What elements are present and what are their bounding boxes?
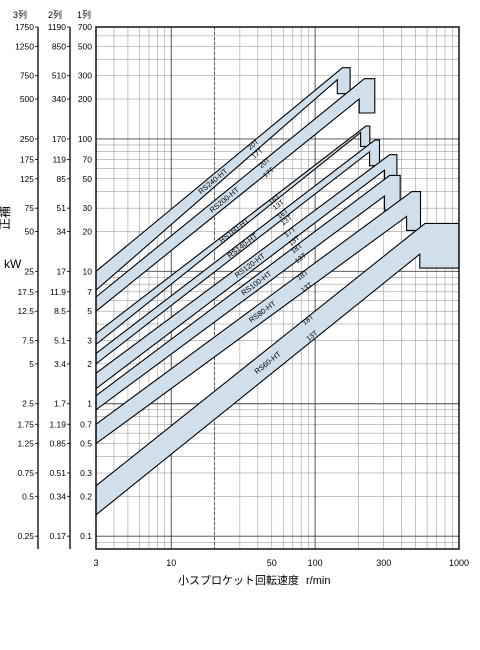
y-axis-unit: kW [4,257,22,271]
band-rs80-ht [95,191,422,445]
y-tick-label-c3: 1250 [15,41,34,51]
y-tick-label-c3: 2.5 [22,399,34,409]
x-tick-label: 3 [93,558,98,568]
y-tick-label-c3: 0.5 [22,491,34,501]
y-tick-label-c3: 500 [20,94,34,104]
x-axis-title: 小スプロケット回転速度 [178,573,299,587]
column-header-2: 2列 [48,9,62,20]
y-tick-label-c1: 0.7 [80,419,92,429]
y-tick-label-c2: 51 [57,203,67,213]
band-rs200-ht [95,78,376,313]
y-tick-label-c1: 0.2 [80,491,92,501]
x-tick-label: 10 [166,558,176,568]
y-tick-label-c2: 8.5 [54,306,66,316]
x-tick-label: 1000 [449,558,469,568]
column-header-1: 1列 [77,9,91,20]
y-tick-label-c2: 119 [52,154,66,164]
y-axis-label-vertical: 正補 [0,206,12,230]
y-tick-label-c1: 5 [87,306,92,316]
y-tick-label-c2: 11.9 [50,287,66,297]
y-tick-label-c2: 0.34 [49,491,66,501]
y-tick-label-c1: 50 [83,174,93,184]
band-rs60-ht [95,222,460,516]
y-tick-label-c3: 750 [20,71,34,81]
y-tick-label-c3: 0.25 [17,531,34,541]
y-tick-label-c1: 700 [78,22,92,32]
y-tick-label-c3: 0.75 [17,468,34,478]
y-tick-label-c1: 500 [78,41,92,51]
y-tick-label-c1: 0.3 [80,468,92,478]
y-tick-label-c3: 17.5 [17,287,34,297]
y-tick-label-c1: 100 [78,134,92,144]
x-axis: 3 10 50 100 300 1000 [93,558,469,568]
y-tick-label-c3: 1750 [15,22,34,32]
x-tick-label: 50 [267,558,277,568]
y-tick-label-c3: 250 [20,134,34,144]
y-tick-label-c3: 7.5 [22,336,34,346]
y-tick-label-c3: 1.25 [17,439,34,449]
x-tick-label: 300 [376,558,391,568]
y-tick-label-c2: 34 [57,226,67,236]
y-tick-label-c2: 1190 [48,22,67,32]
y-tick-label-c1: 70 [83,154,93,164]
plot-border [95,26,460,550]
y-tick-label-c3: 75 [25,203,35,213]
y-tick-label-c3: 25 [25,266,35,276]
y-tick-label-c1: 30 [83,203,93,213]
y-tick-label-c1: 300 [78,71,92,81]
rating-bands [95,67,460,516]
y-tick-label-c2: 1.19 [49,419,66,429]
y-tick-label-c1: 7 [87,287,92,297]
y-tick-label-c1: 200 [78,94,92,104]
band-rs160-ht [95,125,371,346]
y-tick-label-c1: 10 [83,266,93,276]
y-tick-label-c2: 85 [57,174,67,184]
column-header-3: 3列 [13,9,27,20]
y-tick-label-c3: 125 [20,174,34,184]
y-tick-label-c3: 50 [25,226,35,236]
y-tick-label-c2: 0.17 [49,531,66,541]
y-tick-label-c1: 20 [83,226,93,236]
plot-frame [95,26,460,550]
y-tick-label-c1: 1 [87,399,92,409]
y-tick-label-c3: 5 [29,359,34,369]
y-tick-label-c1: 2 [87,359,92,369]
y-tick-label-c1: 3 [87,336,92,346]
y-tick-label-c2: 340 [52,94,66,104]
y-tick-label-c2: 170 [52,134,66,144]
band-rs240-ht [95,67,351,292]
y-tick-label-c3: 1.75 [17,419,34,429]
y-tick-label-c2: 5.1 [54,336,66,346]
y-tick-label-c2: 17 [57,266,67,276]
y-tick-label-c2: 1.7 [54,399,66,409]
y-tick-label-c1: 0.1 [80,531,92,541]
y-tick-label-c2: 0.51 [49,468,66,478]
y-tick-label-c2: 0.85 [49,439,66,449]
y-tick-label-c3: 175 [20,154,34,164]
x-axis-unit: r/min [306,575,330,587]
y-tick-label-c2: 850 [52,41,66,51]
y-tick-label-c2: 510 [52,71,66,81]
x-tick-label: 100 [308,558,323,568]
y-tick-label-c3: 12.5 [17,306,34,316]
y-tick-label-c2: 3.4 [54,359,66,369]
y-tick-label-c1: 0.5 [80,439,92,449]
band-label-series: RS200-HT [208,185,241,215]
